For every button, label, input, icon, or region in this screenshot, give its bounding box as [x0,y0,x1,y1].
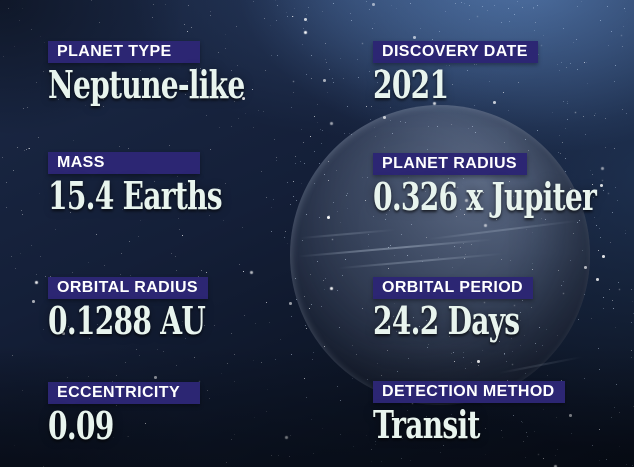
discovery-date-label-badge: DISCOVERY DATE [373,41,538,63]
mass-label-badge: MASS [48,152,200,174]
stars-bright-layer [0,0,1,1]
discovery-date-value: 2021 [373,62,449,107]
planet-image [290,105,590,405]
orbital-period-label-badge: ORBITAL PERIOD [373,277,534,299]
detection-method-label-badge: DETECTION METHOD [373,381,565,403]
field-discovery-date: DISCOVERY DATE 2021 [373,41,538,104]
eccentricity-label-badge: ECCENTRICITY [48,382,200,404]
mass-value: 15.4 Earths [48,173,223,218]
planet-radius-label-badge: PLANET RADIUS [373,153,527,175]
planet-type-value: Neptune-like [48,62,245,107]
eccentricity-value: 0.09 [48,403,114,448]
planet-type-label-badge: PLANET TYPE [48,41,200,63]
planet-radius-value: 0.326 x Jupiter [373,174,597,219]
orbital-radius-label-badge: ORBITAL RADIUS [48,277,209,299]
orbital-period-value: 24.2 Days [373,298,520,343]
field-orbital-period: ORBITAL PERIOD 24.2 Days [373,277,571,340]
detection-method-value: Transit [373,402,480,447]
field-planet-radius: PLANET RADIUS 0.326 x Jupiter [373,153,634,216]
field-mass: MASS 15.4 Earths [48,152,283,215]
orbital-radius-value: 0.1288 AU [48,298,206,343]
field-eccentricity: ECCENTRICITY 0.09 [48,382,200,445]
field-detection-method: DETECTION METHOD Transit [373,381,565,444]
field-orbital-radius: ORBITAL RADIUS 0.1288 AU [48,277,260,340]
field-planet-type: PLANET TYPE Neptune-like [48,41,314,104]
